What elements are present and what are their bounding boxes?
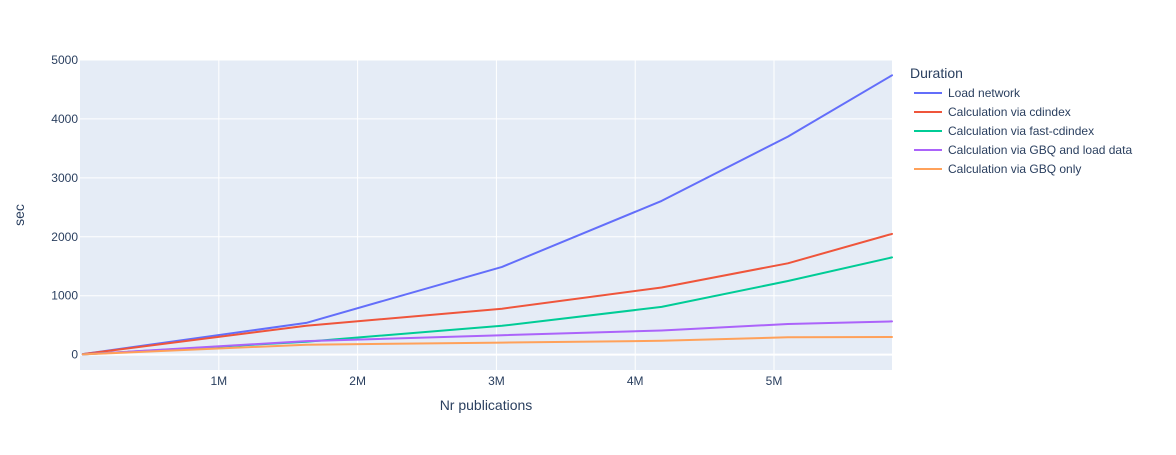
legend-item[interactable]: Calculation via fast-cdindex — [914, 124, 1094, 138]
series-line-1 — [81, 74, 893, 356]
series-line-5 — [81, 336, 893, 356]
x-tick-label: 4M — [627, 374, 644, 388]
y-tick-label: 5000 — [51, 53, 78, 67]
legend-label: Calculation via cdindex — [948, 105, 1071, 119]
plot-background — [80, 60, 892, 370]
y-tick-label: 4000 — [51, 112, 78, 126]
series-lines — [81, 74, 893, 356]
y-tick-label: 0 — [71, 348, 78, 362]
x-tick-label: 5M — [766, 374, 783, 388]
legend-label: Calculation via GBQ and load data — [948, 143, 1132, 157]
series-line-4 — [81, 320, 893, 356]
y-tick-labels: 0 1000 2000 3000 4000 5000 — [51, 53, 78, 362]
legend-item[interactable]: Calculation via cdindex — [914, 105, 1071, 119]
y-tick-label: 1000 — [51, 289, 78, 303]
x-tick-label: 2M — [349, 374, 366, 388]
legend-label: Load network — [948, 86, 1021, 100]
legend-item[interactable]: Load network — [914, 86, 1021, 100]
x-tick-label: 1M — [210, 374, 227, 388]
legend-item[interactable]: Calculation via GBQ and load data — [914, 143, 1132, 157]
y-tick-label: 2000 — [51, 230, 78, 244]
legend[interactable]: Duration Load network Calculation via cdi… — [910, 65, 1132, 176]
legend-title: Duration — [910, 65, 963, 81]
x-tick-labels: 1M 2M 3M 4M 5M — [210, 374, 782, 388]
y-axis-label: sec — [11, 204, 27, 226]
legend-item[interactable]: Calculation via GBQ only — [914, 162, 1081, 176]
series-line-2 — [81, 232, 893, 356]
x-axis-label: Nr publications — [440, 397, 533, 413]
legend-label: Calculation via fast-cdindex — [948, 124, 1094, 138]
legend-label: Calculation via GBQ only — [948, 162, 1081, 176]
x-tick-label: 3M — [488, 374, 505, 388]
grid-lines — [80, 59, 892, 370]
y-tick-label: 3000 — [51, 171, 78, 185]
